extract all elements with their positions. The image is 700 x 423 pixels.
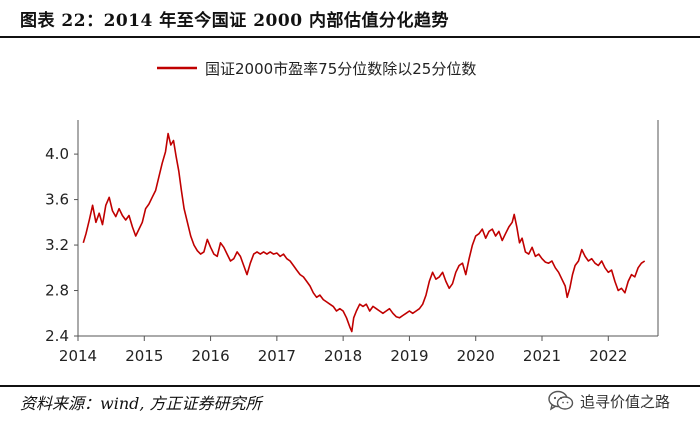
x-tick-label: 2015	[125, 347, 163, 365]
bottom-divider	[0, 385, 700, 387]
x-tick-label: 2022	[589, 347, 627, 365]
x-tick-label: 2018	[324, 347, 362, 365]
y-axis-ticks: 2.4 2.8 3.2 3.6 4.0	[45, 145, 78, 345]
top-divider	[0, 36, 700, 38]
wechat-icon	[548, 390, 574, 411]
y-tick-label: 4.0	[45, 145, 69, 163]
x-tick-label: 2017	[258, 347, 296, 365]
y-tick-label: 3.2	[45, 236, 69, 254]
line-chart: 国证2000市盈率75分位数除以25分位数 2.4 2.8 3.2 3.6 4.0 20…	[45, 60, 659, 365]
y-tick-label: 2.4	[45, 327, 69, 345]
watermark-label: 追寻价值之路	[580, 392, 671, 411]
y-tick-label: 3.6	[45, 191, 69, 209]
x-tick-label: 2016	[191, 347, 229, 365]
watermark: 追寻价值之路	[548, 389, 670, 413]
x-tick-label: 2019	[390, 347, 428, 365]
x-tick-label: 2021	[523, 347, 561, 365]
chart-axes	[77, 120, 659, 337]
chart-legend: 国证2000市盈率75分位数除以25分位数	[157, 60, 476, 78]
series-line	[82, 132, 646, 333]
x-tick-label: 2014	[59, 347, 97, 365]
x-axis-ticks: 2014 2015 2016 2017 2018 2019 2020 2021 2022	[59, 336, 627, 365]
y-tick-label: 2.8	[45, 282, 69, 300]
chart-title: 图表 22：2014 年至今国证 2000 内部估值分化趋势	[20, 11, 449, 31]
x-tick-label: 2020	[457, 347, 495, 365]
source-note: 资料来源：wind, 方正证券研究所	[20, 394, 262, 413]
legend-label: 国证2000市盈率75分位数除以25分位数	[205, 60, 476, 78]
